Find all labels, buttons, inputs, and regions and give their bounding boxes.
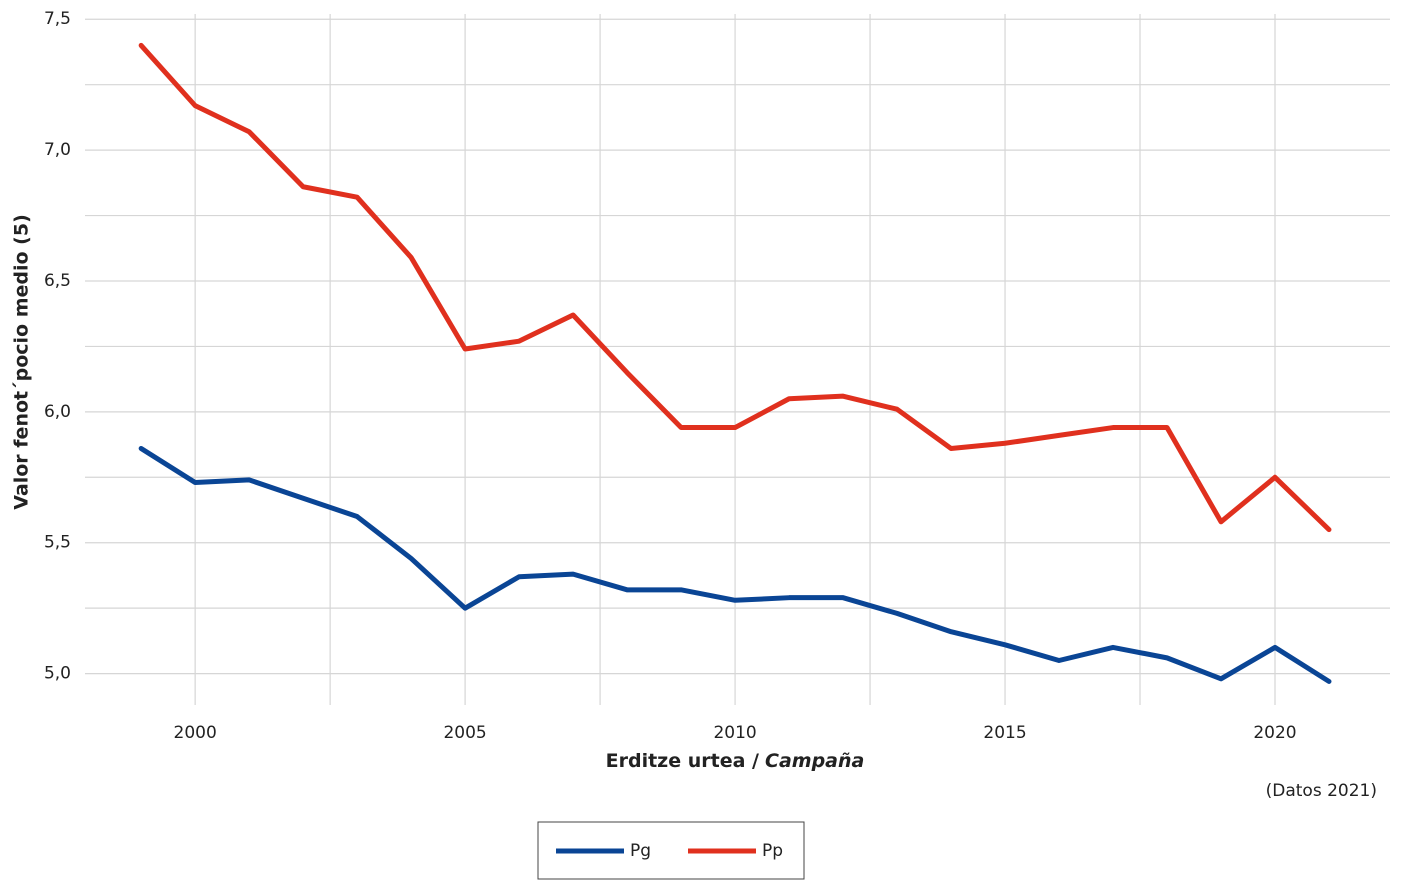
legend-label: Pg xyxy=(630,841,651,861)
x-axis-title-part: Campaña xyxy=(765,750,864,772)
y-tick-label: 7,5 xyxy=(44,9,71,29)
x-axis-title: Erditze urtea / Campaña xyxy=(606,750,865,772)
x-tick-label: 2020 xyxy=(1253,723,1296,743)
y-tick-label: 6,0 xyxy=(44,402,71,422)
y-axis-title: Valor fenot´pocio medio (5) xyxy=(11,214,33,510)
x-tick-label: 2015 xyxy=(983,723,1026,743)
x-tick-label: 2005 xyxy=(443,723,486,743)
series-line xyxy=(138,445,1332,684)
x-tick-label: 2010 xyxy=(713,723,756,743)
x-axis-title-part: Erditze urtea / xyxy=(606,750,759,772)
y-tick-label: 7,0 xyxy=(44,140,71,160)
series-line xyxy=(138,42,1332,533)
x-tick-label: 2000 xyxy=(174,723,217,743)
legend-label: Pp xyxy=(762,841,783,861)
y-tick-label: 6,5 xyxy=(44,271,71,291)
y-tick-label: 5,0 xyxy=(44,664,71,684)
note: (Datos 2021) xyxy=(1266,781,1377,801)
y-tick-label: 5,5 xyxy=(44,533,71,553)
